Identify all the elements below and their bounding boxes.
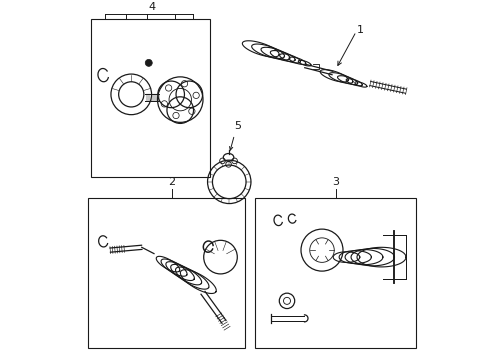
Circle shape [145, 59, 152, 66]
Text: 3: 3 [333, 177, 340, 187]
Text: 4: 4 [148, 2, 156, 12]
Bar [255, 198, 416, 348]
Text: 5: 5 [235, 121, 242, 131]
Bar [91, 19, 210, 177]
Text: 1: 1 [357, 24, 364, 35]
Text: 2: 2 [168, 177, 175, 187]
Bar [88, 198, 245, 348]
